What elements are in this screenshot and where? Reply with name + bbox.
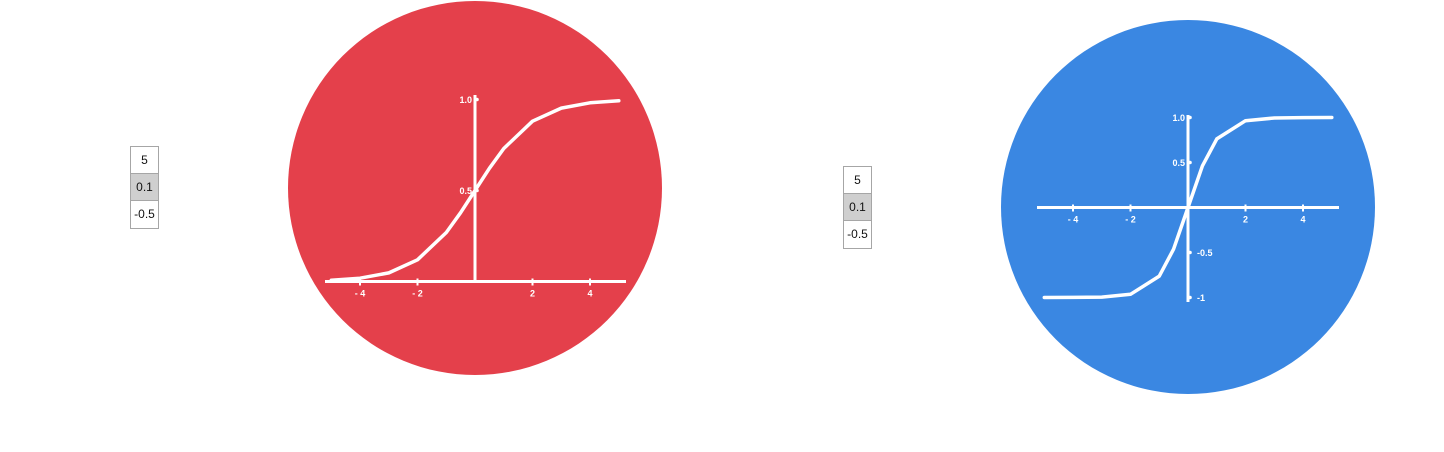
tanh-x-tick-label: - 4 bbox=[1068, 215, 1079, 225]
tanh-y-tick-label: -0.5 bbox=[1197, 248, 1213, 258]
tanh-y-tick-label: -1 bbox=[1197, 293, 1205, 303]
value-table-left: 5 0.1 -0.5 bbox=[130, 146, 159, 229]
sigmoid-x-tick-label: - 4 bbox=[355, 289, 366, 299]
sigmoid-x-tick-label: 2 bbox=[530, 289, 535, 299]
tanh-y-tick bbox=[1188, 295, 1192, 300]
tanh-y-tick-label: 1.0 bbox=[1172, 113, 1185, 123]
tanh-y-tick bbox=[1188, 160, 1192, 165]
value-cell[interactable]: 5 bbox=[131, 147, 158, 174]
tanh-x-tick-label: 4 bbox=[1300, 215, 1305, 225]
sigmoid-curve bbox=[329, 99, 621, 282]
sigmoid-y-tick-label: 0.5 bbox=[459, 186, 472, 196]
sigmoid-x-tick-label: - 2 bbox=[412, 289, 423, 299]
value-cell-selected[interactable]: 0.1 bbox=[131, 174, 158, 201]
tanh-y-tick bbox=[1188, 115, 1192, 120]
sigmoid-y-tick-label: 1.0 bbox=[459, 95, 472, 105]
tanh-x-tick-label: 2 bbox=[1243, 215, 1248, 225]
tanh-y-tick-label: 0.5 bbox=[1172, 158, 1185, 168]
tanh-y-tick bbox=[1188, 250, 1192, 255]
value-cell-selected[interactable]: 0.1 bbox=[844, 194, 871, 221]
tanh-curve bbox=[1042, 115, 1334, 300]
value-cell[interactable]: -0.5 bbox=[847, 227, 868, 241]
value-cell[interactable]: 5 bbox=[844, 167, 871, 194]
value-table-right: 5 0.1 -0.5 bbox=[843, 166, 872, 249]
sigmoid-x-tick-label: 4 bbox=[587, 289, 592, 299]
sigmoid-y-tick bbox=[475, 97, 479, 102]
value-cell[interactable]: -0.5 bbox=[134, 207, 155, 221]
tanh-x-tick-label: - 2 bbox=[1125, 215, 1136, 225]
